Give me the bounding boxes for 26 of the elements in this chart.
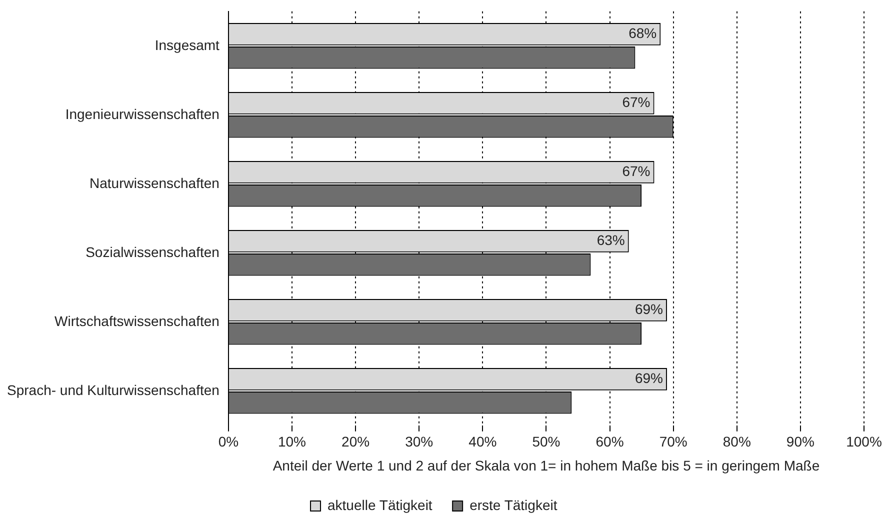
y-tick-label: Naturwissenschaften: [89, 174, 220, 191]
x-tick-label: 90%: [786, 434, 814, 450]
y-tick-label: Ingenieurwissenschaften: [65, 106, 220, 122]
x-tick-label: 20%: [342, 434, 370, 450]
data-label: 69%: [634, 370, 663, 386]
x-tick-label: 30%: [405, 434, 434, 450]
x-tick-label: 50%: [532, 434, 560, 450]
y-tick-label: Sprach- und Kulturwissenschaften: [6, 382, 220, 398]
x-tick-label: 70%: [659, 434, 688, 450]
x-tick-label: 0%: [218, 434, 239, 450]
data-label: 63%: [596, 232, 625, 248]
legend-label: aktuelle Tätigkeit: [328, 496, 432, 513]
data-label: 67%: [622, 94, 650, 110]
legend-label: erste Tätigkeit: [470, 496, 558, 513]
data-label: 67%: [622, 163, 650, 180]
y-tick-label: Sozialwissenschaften: [86, 244, 220, 260]
x-axis-title: Anteil der Werte 1 und 2 auf der Skala von 1= in hohem Maße bis 5 = in geringem Maße: [272, 457, 820, 474]
y-tick-label: Wirtschaftswissenschaften: [54, 312, 220, 329]
y-tick-label: Insgesamt: [154, 36, 220, 53]
x-tick-label: 10%: [278, 434, 306, 450]
x-tick-label: 80%: [722, 434, 751, 450]
data-label: 68%: [628, 25, 657, 42]
x-tick-label: 100%: [846, 434, 882, 450]
x-tick-label: 40%: [468, 434, 497, 450]
data-label: 69%: [634, 301, 663, 318]
x-tick-label: 60%: [596, 434, 624, 450]
